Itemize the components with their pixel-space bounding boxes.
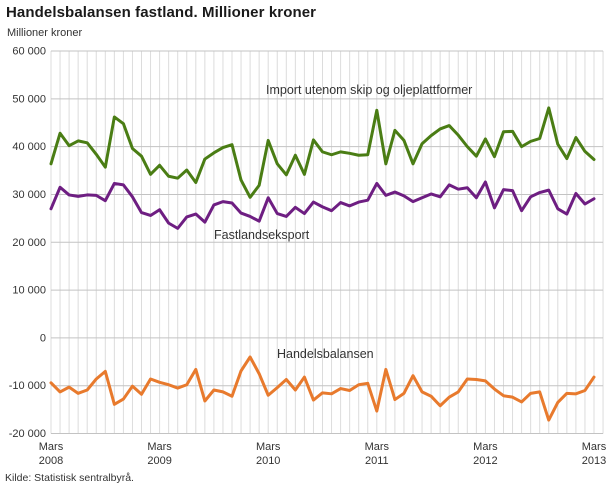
grid: [50, 50, 604, 434]
y-tick-label: -20 000: [9, 428, 46, 440]
y-tick-label: 40 000: [12, 141, 46, 153]
x-tick-label-month: Mars: [39, 441, 64, 453]
import-line: [49, 106, 596, 199]
y-tick-label: 60 000: [12, 46, 46, 58]
source-label: Kilde: Statistisk sentralbyrå.: [5, 472, 134, 484]
export-line: [49, 180, 596, 230]
y-tick-label: 50 000: [12, 93, 46, 105]
y-tick-label: 20 000: [12, 237, 46, 249]
x-tick-label-year: 2009: [147, 455, 171, 467]
x-tick-label-month: Mars: [582, 441, 607, 453]
balance-line: [49, 355, 596, 422]
chart-title: Handelsbalansen fastland. Millioner kron…: [6, 4, 317, 21]
x-tick-label-year: 2008: [39, 455, 63, 467]
x-tick-label-year: 2012: [473, 455, 497, 467]
y-tick-label: -10 000: [9, 380, 46, 392]
y-axis-unit-label: Millioner kroner: [7, 27, 83, 39]
x-tick-label-month: Mars: [473, 441, 498, 453]
x-tick-label-month: Mars: [256, 441, 281, 453]
x-tick-label-month: Mars: [365, 441, 390, 453]
series-label-export: Fastlandseksport: [214, 228, 310, 242]
axis-labels: 60 000 50 000 40 000 30 000 20 000 10 000 0 -10…: [9, 46, 607, 468]
x-tick-label-year: 2013: [582, 455, 606, 467]
series-lines: [49, 106, 596, 422]
x-tick-label-month: Mars: [147, 441, 172, 453]
y-tick-label: 30 000: [12, 189, 46, 201]
x-tick-label-year: 2011: [365, 455, 389, 467]
series-label-balance: Handelsbalansen: [277, 347, 374, 361]
y-tick-label: 0: [40, 332, 46, 344]
y-tick-label: 10 000: [12, 285, 46, 297]
series-label-import: Import utenom skip og oljeplattformer: [266, 83, 473, 97]
x-tick-label-year: 2010: [256, 455, 280, 467]
